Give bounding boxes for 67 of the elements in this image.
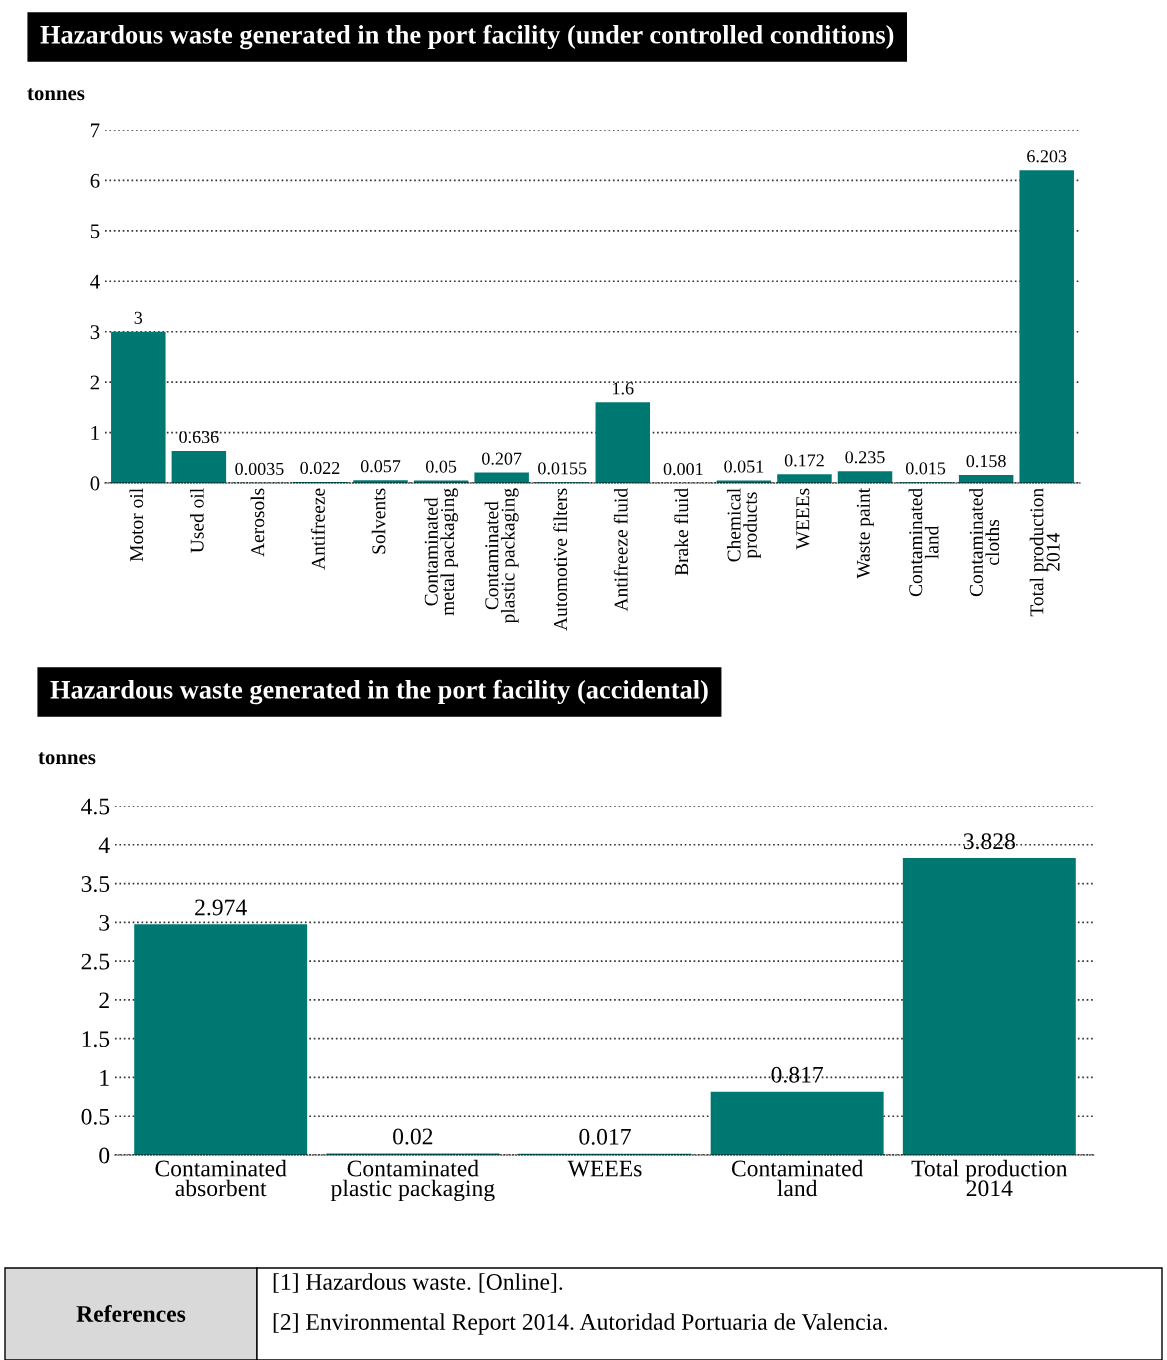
x-tick-label: Motor oil bbox=[129, 488, 144, 562]
y-tick-label: 1 bbox=[91, 426, 99, 440]
x-tick-label: Antifreeze bbox=[310, 488, 325, 570]
data-label: 0.636 bbox=[179, 430, 219, 444]
data-label: 6.203 bbox=[1027, 150, 1067, 163]
x-tick-label: Contaminated cloths bbox=[969, 488, 1000, 597]
text: [1] Hazardous waste. [Online]. bbox=[273, 1273, 563, 1293]
data-label: 2.974 bbox=[195, 899, 247, 916]
y-tick-label: 2 bbox=[90, 375, 99, 390]
data-label: 0.057 bbox=[360, 460, 401, 473]
x-tick-label: Contaminated land bbox=[731, 1159, 864, 1197]
y-tick-label: 5 bbox=[90, 224, 100, 239]
y-tick-label: 0 bbox=[99, 1147, 110, 1164]
y-tick-label: 1.5 bbox=[82, 1031, 110, 1048]
y-tick-label: 7 bbox=[91, 123, 100, 138]
data-label: 0.022 bbox=[300, 461, 340, 475]
x-tick-label: Automotive filters bbox=[553, 488, 568, 631]
x-tick-label: Total production 2014 bbox=[1029, 488, 1060, 617]
data-label: 0.0035 bbox=[235, 462, 284, 476]
y-axis-title: tonnes bbox=[27, 88, 85, 101]
y-tick-label: 4.5 bbox=[81, 798, 110, 815]
y-axis-title: tonnes bbox=[38, 752, 96, 765]
data-label: 1.6 bbox=[613, 382, 634, 395]
y-tick-label: 6 bbox=[90, 173, 100, 188]
chart-title: Hazardous waste generated in the port facility (accidental) bbox=[50, 679, 708, 705]
x-tick-label: Used oil bbox=[190, 488, 204, 553]
data-label: 3.828 bbox=[963, 833, 1015, 850]
data-label: 0.051 bbox=[724, 460, 764, 473]
y-tick-label: 3 bbox=[99, 914, 110, 931]
data-label: 0.02 bbox=[393, 1128, 433, 1145]
y-tick-label: 3.5 bbox=[81, 876, 110, 893]
data-label: 0.235 bbox=[845, 451, 885, 464]
y-tick-label: 2.5 bbox=[81, 953, 110, 970]
data-label: 0.001 bbox=[663, 462, 703, 476]
data-label: 0.207 bbox=[482, 452, 522, 465]
x-tick-label: Waste paint bbox=[856, 487, 874, 579]
data-label: 0.017 bbox=[579, 1128, 631, 1145]
x-tick-label: Brake fluid bbox=[674, 488, 689, 576]
chart-title: Hazardous waste generated in the port facility (under controlled conditions) bbox=[40, 24, 894, 50]
x-tick-label: Antifreeze fluid bbox=[613, 488, 628, 612]
x-tick-label: Contaminated absorbent bbox=[155, 1159, 287, 1197]
x-tick-label: Contaminated metal packaging bbox=[424, 488, 459, 616]
data-label: 3 bbox=[134, 311, 143, 324]
x-tick-label: Contaminated plastic packaging bbox=[484, 488, 519, 624]
x-tick-label: Chemical products bbox=[726, 488, 761, 562]
text: References bbox=[76, 1305, 186, 1322]
data-label: 0.817 bbox=[771, 1066, 824, 1083]
y-tick-label: 3 bbox=[90, 325, 100, 340]
x-tick-label: Aerosols bbox=[250, 488, 265, 557]
y-tick-label: 0.5 bbox=[81, 1108, 110, 1125]
data-label: 0.0155 bbox=[538, 462, 587, 475]
data-label: 0.158 bbox=[966, 455, 1006, 468]
y-tick-label: 1 bbox=[100, 1070, 109, 1086]
x-tick-label: Solvents bbox=[371, 488, 386, 554]
x-tick-label: Contaminated plastic packaging bbox=[330, 1159, 495, 1202]
x-tick-label: WEEEs bbox=[796, 488, 810, 550]
text: [2] Environmental Report 2014. Autoridad Portuaria de Valencia. bbox=[273, 1313, 888, 1335]
y-tick-label: 4 bbox=[98, 837, 110, 853]
x-tick-label: Total production 2014 bbox=[911, 1159, 1068, 1197]
data-label: 0.172 bbox=[784, 454, 824, 467]
y-tick-label: 4 bbox=[90, 274, 100, 289]
y-tick-label: 0 bbox=[90, 476, 100, 491]
x-tick-label: Contaminated land bbox=[908, 488, 939, 597]
y-tick-label: 2 bbox=[99, 992, 109, 1009]
x-tick-label: WEEEs bbox=[567, 1160, 642, 1177]
data-label: 0.05 bbox=[425, 460, 457, 473]
data-label: 0.015 bbox=[905, 462, 946, 475]
